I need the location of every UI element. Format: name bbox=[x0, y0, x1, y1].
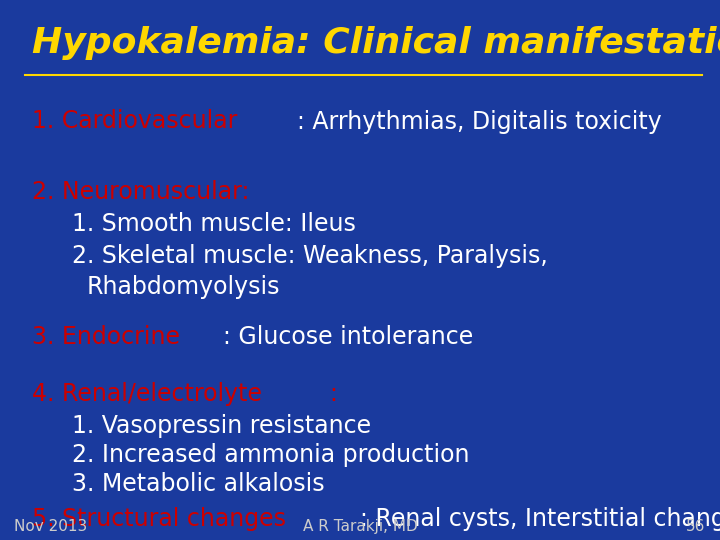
Text: : Renal cysts, Interstitial changes: : Renal cysts, Interstitial changes bbox=[360, 508, 720, 531]
Text: : Glucose intolerance: : Glucose intolerance bbox=[223, 326, 474, 349]
Text: 5. Structural changes: 5. Structural changes bbox=[32, 508, 287, 531]
Text: 56: 56 bbox=[686, 518, 706, 534]
Text: 2. Neuromuscular:: 2. Neuromuscular: bbox=[32, 180, 250, 204]
Text: 1. Vasopressin resistance: 1. Vasopressin resistance bbox=[72, 414, 371, 437]
Text: Rhabdomyolysis: Rhabdomyolysis bbox=[86, 275, 280, 299]
Text: 1. Smooth muscle: Ileus: 1. Smooth muscle: Ileus bbox=[72, 212, 356, 236]
Text: 2. Increased ammonia production: 2. Increased ammonia production bbox=[72, 443, 469, 467]
Text: : Arrhythmias, Digitalis toxicity: : Arrhythmias, Digitalis toxicity bbox=[297, 110, 662, 133]
Text: 3. Endocrine: 3. Endocrine bbox=[32, 326, 181, 349]
Text: 1. Cardiovascular: 1. Cardiovascular bbox=[32, 110, 238, 133]
Text: 4. Renal/electrolyte: 4. Renal/electrolyte bbox=[32, 382, 262, 406]
Text: Nov 2013: Nov 2013 bbox=[14, 518, 88, 534]
Text: :: : bbox=[329, 382, 337, 406]
Text: 2. Skeletal muscle: Weakness, Paralysis,: 2. Skeletal muscle: Weakness, Paralysis, bbox=[72, 245, 548, 268]
Text: 3. Metabolic alkalosis: 3. Metabolic alkalosis bbox=[72, 472, 325, 496]
Text: Hypokalemia: Clinical manifestations: Hypokalemia: Clinical manifestations bbox=[32, 26, 720, 60]
Text: A R Tarakji, MD: A R Tarakji, MD bbox=[302, 518, 418, 534]
